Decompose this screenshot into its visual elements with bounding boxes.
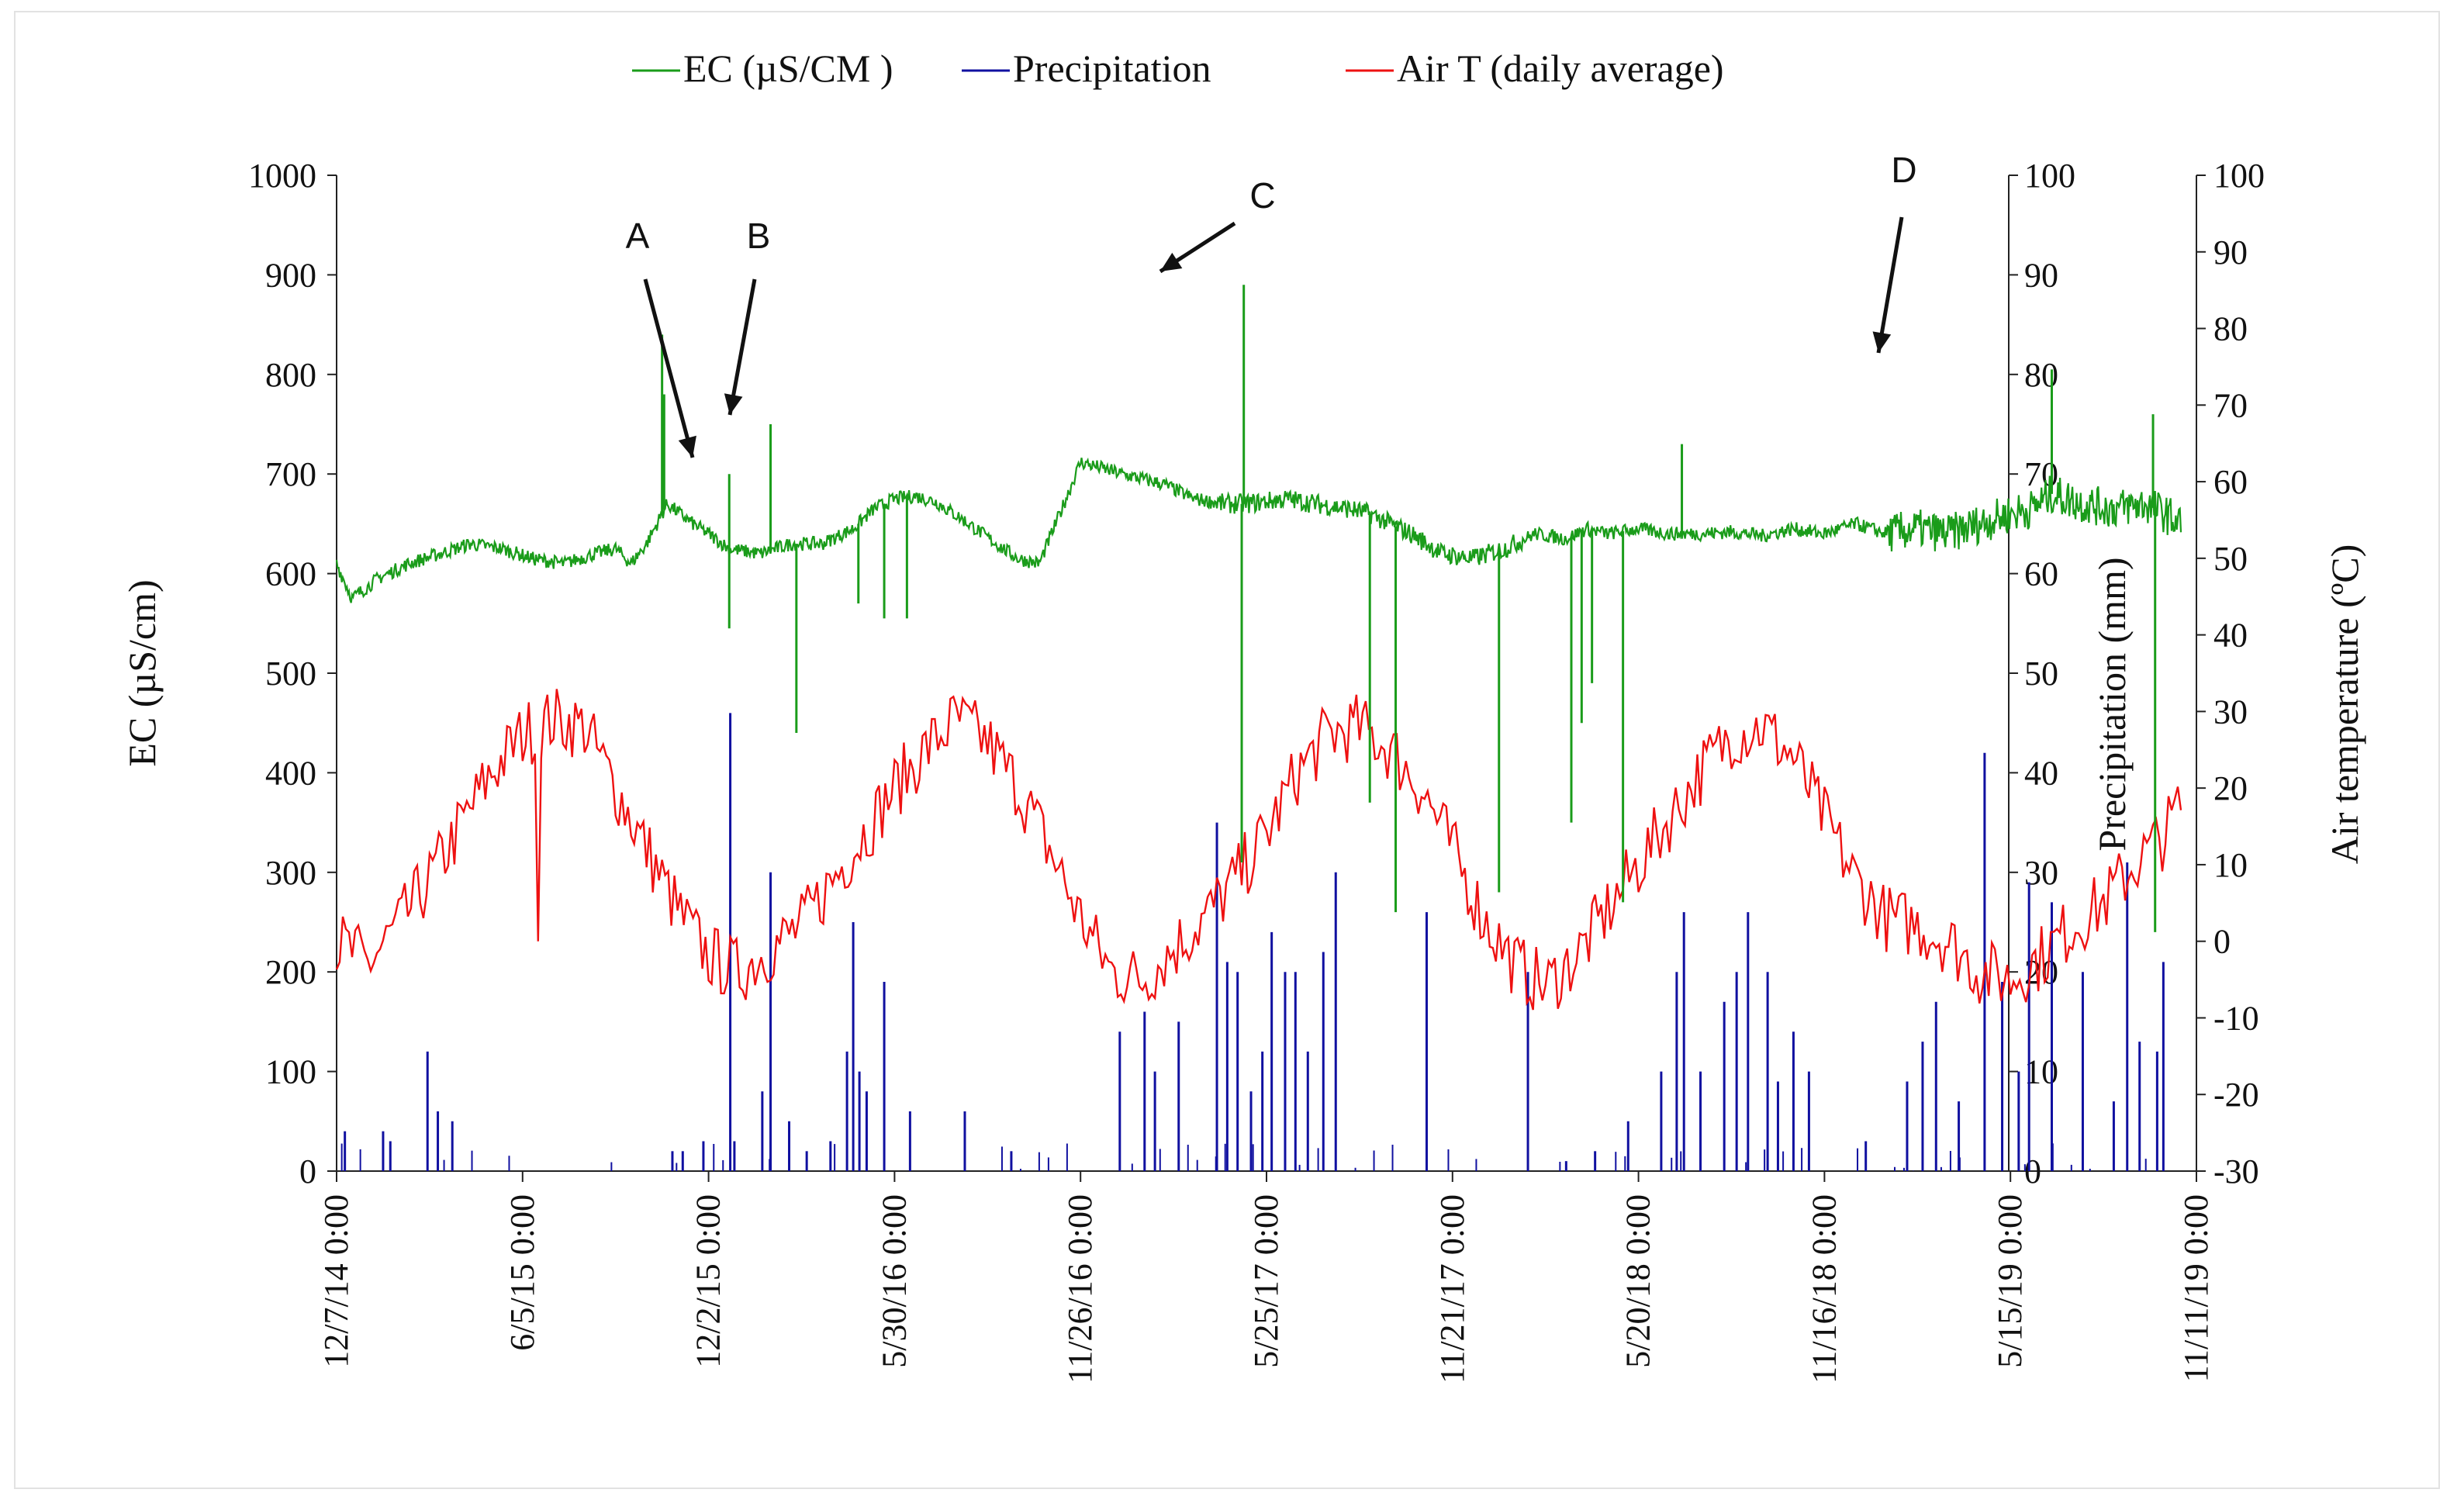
ec-tick-label: 400 — [265, 754, 316, 792]
annotation-label: C — [1249, 175, 1275, 216]
precip-tick-label: 50 — [2024, 655, 2058, 693]
x-tick-label: 5/20/18 0:00 — [1619, 1194, 1657, 1368]
annotation-label: B — [747, 216, 771, 256]
precip-tick-label: 100 — [2024, 157, 2075, 195]
temp-tick-label: 40 — [2213, 617, 2248, 655]
air-temperature-line — [335, 689, 2182, 1011]
temp-tick-label: 60 — [2213, 463, 2248, 501]
annotation-label: D — [1891, 150, 1916, 190]
temp-tick-label: -20 — [2213, 1076, 2259, 1114]
ec-tick-label: 0 — [299, 1152, 316, 1190]
temp-tick-label: 70 — [2213, 386, 2248, 424]
y-axis-precip-title: Precipitation (mm) — [2090, 557, 2134, 851]
precip-tick-label: 0 — [2024, 1152, 2041, 1190]
temp-tick-label: 80 — [2213, 310, 2248, 348]
x-tick-label: 5/25/17 0:00 — [1247, 1194, 1285, 1368]
x-tick-label: 5/30/16 0:00 — [875, 1194, 913, 1368]
x-tick-label: 12/7/14 0:00 — [317, 1194, 355, 1368]
temp-tick-label: 20 — [2213, 769, 2248, 807]
ec-tick-label: 600 — [265, 555, 316, 593]
figure-frame — [14, 11, 2440, 1489]
ec-tick-label: 800 — [265, 356, 316, 394]
ec-tick-label: 1000 — [248, 157, 316, 195]
ec-tick-label: 200 — [265, 953, 316, 991]
ec-tick-label: 100 — [265, 1053, 316, 1091]
legend-label: Precipitation — [1013, 47, 1211, 90]
annotation-arrow — [727, 278, 757, 416]
temp-tick-label: -30 — [2213, 1152, 2259, 1190]
y-axis-ec-title: EC (µS/cm) — [120, 579, 164, 766]
ec-tick-label: 500 — [265, 655, 316, 693]
temp-tick-label: 30 — [2213, 693, 2248, 731]
x-tick-label: 11/26/16 0:00 — [1061, 1194, 1099, 1384]
ec-tick-label: 300 — [265, 854, 316, 892]
x-tick-label: 11/11/19 0:00 — [2177, 1194, 2215, 1382]
ec-tick-label: 900 — [265, 256, 316, 294]
y-axis-temp-title: Air temperature (ºC) — [2323, 544, 2366, 865]
temp-tick-label: 90 — [2213, 233, 2248, 271]
ec-line — [335, 457, 2182, 603]
temp-tick-label: 100 — [2213, 157, 2265, 195]
annotation-arrowhead — [1872, 331, 1892, 353]
x-tick-label: 11/16/18 0:00 — [1805, 1194, 1843, 1384]
temp-tick-label: 50 — [2213, 540, 2248, 578]
annotation-arrowhead — [1160, 252, 1183, 271]
precip-tick-label: 90 — [2024, 256, 2058, 294]
temp-tick-label: 0 — [2213, 923, 2231, 961]
x-tick-label: 11/21/17 0:00 — [1433, 1194, 1471, 1384]
annotation-arrow — [1876, 216, 1904, 354]
ec-tick-label: 700 — [265, 455, 316, 493]
annotation-arrow — [643, 278, 695, 458]
annotation-arrowhead — [678, 435, 696, 458]
x-tick-label: 6/5/15 0:00 — [503, 1194, 541, 1351]
annotation-label: A — [626, 216, 650, 256]
x-tick-label: 5/15/19 0:00 — [1991, 1194, 2029, 1368]
temp-tick-label: 10 — [2213, 846, 2248, 884]
annotation-arrowhead — [724, 393, 743, 415]
legend-label: Air T (daily average) — [1397, 47, 1724, 90]
temp-tick-label: -10 — [2213, 999, 2259, 1037]
precip-tick-label: 80 — [2024, 356, 2058, 394]
precip-tick-label: 40 — [2024, 754, 2058, 792]
legend-label: EC (µS/CM ) — [683, 47, 893, 90]
x-tick-label: 12/2/15 0:00 — [689, 1194, 727, 1368]
precip-tick-label: 60 — [2024, 555, 2058, 593]
